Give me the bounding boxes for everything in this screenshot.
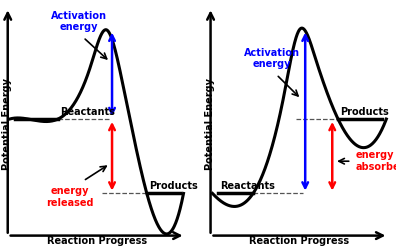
Text: energy
absorbed: energy absorbed bbox=[356, 150, 396, 172]
Text: Reaction Progress: Reaction Progress bbox=[46, 236, 147, 246]
Text: energy
released: energy released bbox=[46, 186, 93, 208]
Text: Reaction Progress: Reaction Progress bbox=[249, 236, 350, 246]
Text: Products: Products bbox=[340, 107, 389, 117]
Text: Potential Energy: Potential Energy bbox=[2, 78, 12, 170]
Text: Products: Products bbox=[149, 181, 198, 191]
Text: Activation
energy: Activation energy bbox=[51, 11, 107, 32]
Text: Activation
energy: Activation energy bbox=[244, 48, 301, 69]
Text: Reactants: Reactants bbox=[60, 107, 115, 117]
Text: Potential Energy: Potential Energy bbox=[205, 78, 215, 170]
Text: Reactants: Reactants bbox=[220, 181, 275, 191]
